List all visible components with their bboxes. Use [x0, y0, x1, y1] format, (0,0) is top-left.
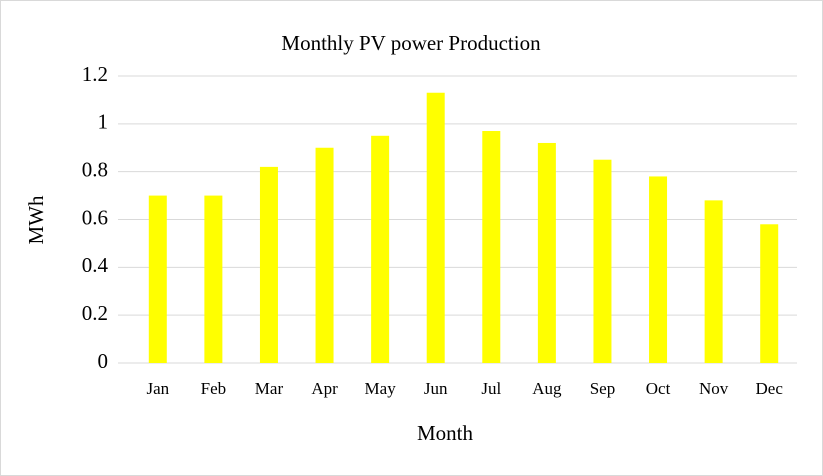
x-tick-label: Nov [699, 379, 729, 398]
bar [482, 131, 501, 363]
bar [537, 142, 556, 363]
bar [760, 224, 779, 363]
y-tick-label: 0.4 [82, 253, 109, 277]
x-tick-label: Jul [481, 379, 501, 398]
bar [315, 147, 334, 363]
y-tick-label: 0.6 [82, 205, 108, 229]
x-tick-label: May [365, 379, 397, 398]
y-tick-label: 1.2 [82, 62, 108, 86]
y-tick-label: 1 [98, 110, 109, 134]
x-tick-label: Apr [311, 379, 338, 398]
x-tick-label: Aug [532, 379, 562, 398]
y-tick-label: 0.8 [82, 157, 108, 181]
bar [204, 195, 223, 363]
x-tick-label: Dec [756, 379, 784, 398]
bar [259, 166, 278, 363]
bar [649, 176, 668, 363]
y-tick-label: 0 [98, 349, 109, 373]
bar [148, 195, 167, 363]
x-tick-label: Jan [146, 379, 169, 398]
x-tick-label: Mar [255, 379, 284, 398]
bar [593, 159, 612, 363]
chart-title: Monthly PV power Production [281, 31, 541, 55]
bar [371, 135, 390, 363]
bar [426, 92, 445, 363]
y-tick-label: 0.2 [82, 301, 108, 325]
x-tick-label: Feb [201, 379, 227, 398]
x-tick-label: Oct [646, 379, 671, 398]
y-axis-title: MWh [24, 195, 48, 244]
x-axis-title: Month [417, 421, 474, 445]
x-tick-label: Sep [590, 379, 616, 398]
x-tick-label: Jun [424, 379, 448, 398]
bar [704, 200, 723, 363]
